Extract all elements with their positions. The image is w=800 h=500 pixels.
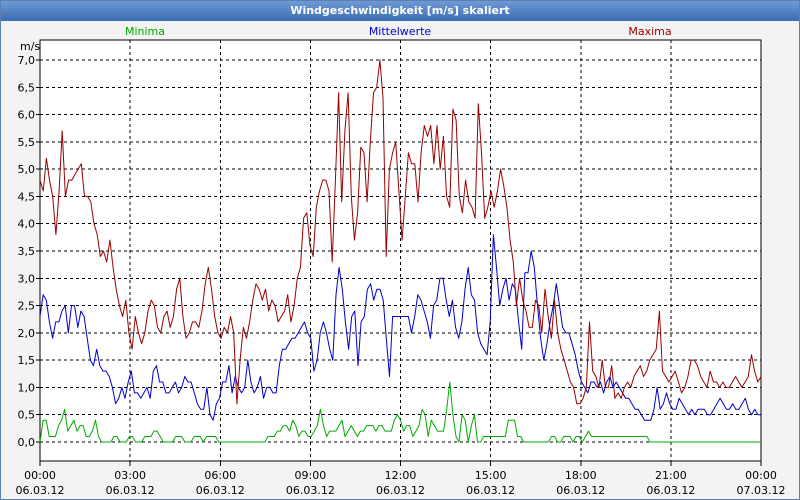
y-tick-label: 3,0 xyxy=(18,272,36,285)
x-tick-time: 09:00 xyxy=(295,469,327,482)
x-tick-date: 07.03.12 xyxy=(737,484,786,497)
legend-entry: Maxima xyxy=(628,25,671,38)
y-tick-label: 0,0 xyxy=(18,436,36,449)
legend-entry: Mittelwerte xyxy=(369,25,432,38)
x-tick-date: 06.03.12 xyxy=(286,484,335,497)
y-tick-label: 2,5 xyxy=(18,300,36,313)
y-axis: 0,0 0,5 1,0 1,5 2,0 2,5 3,0 3,5 4,0 4,5 5,0 5,5 6,0 6… xyxy=(18,54,40,449)
x-tick-time: 15:00 xyxy=(475,469,507,482)
x-tick-time: 12:00 xyxy=(385,469,417,482)
y-tick-label: 4,0 xyxy=(18,218,36,231)
x-tick-date: 06.03.12 xyxy=(376,484,425,497)
x-axis: 00:00 06.03.12 03:00 06.03.12 06:00 06.03.12 0… xyxy=(16,461,786,497)
x-tick-time: 18:00 xyxy=(565,469,597,482)
x-tick-date: 06.03.12 xyxy=(106,484,155,497)
x-tick-date: 06.03.12 xyxy=(556,484,605,497)
y-tick-label: 5,5 xyxy=(18,136,36,149)
y-axis-label: m/s xyxy=(20,40,40,53)
y-tick-label: 0,5 xyxy=(18,409,36,422)
x-tick-date: 06.03.12 xyxy=(646,484,695,497)
legend-entry: Minima xyxy=(125,25,165,38)
x-tick-date: 06.03.12 xyxy=(16,484,65,497)
x-tick-date: 06.03.12 xyxy=(196,484,245,497)
series-line-maxima xyxy=(39,59,762,405)
y-tick-label: 6,5 xyxy=(18,81,36,94)
y-tick-label: 7,0 xyxy=(18,54,36,67)
y-tick-label: 5,0 xyxy=(18,163,36,176)
x-tick-time: 21:00 xyxy=(655,469,687,482)
y-tick-label: 1,5 xyxy=(18,354,36,367)
y-tick-label: 1,0 xyxy=(18,381,36,394)
y-tick-label: 6,0 xyxy=(18,109,36,122)
series-line-mittelwerte xyxy=(39,234,761,421)
legend: Minima Mittelwerte Maxima xyxy=(125,25,672,38)
series-line-minima xyxy=(39,381,761,443)
x-tick-date: 06.03.12 xyxy=(466,484,515,497)
x-tick-time: 06:00 xyxy=(204,469,236,482)
x-tick-time: 00:00 xyxy=(24,469,56,482)
x-tick-time: 00:00 xyxy=(745,469,777,482)
series-lines xyxy=(39,59,762,443)
y-tick-label: 2,0 xyxy=(18,327,36,340)
y-tick-label: 3,5 xyxy=(18,245,36,258)
y-tick-label: 4,5 xyxy=(18,190,36,203)
window-title: Windgeschwindigkeit [m/s] skaliert xyxy=(1,1,799,21)
x-tick-time: 03:00 xyxy=(114,469,146,482)
